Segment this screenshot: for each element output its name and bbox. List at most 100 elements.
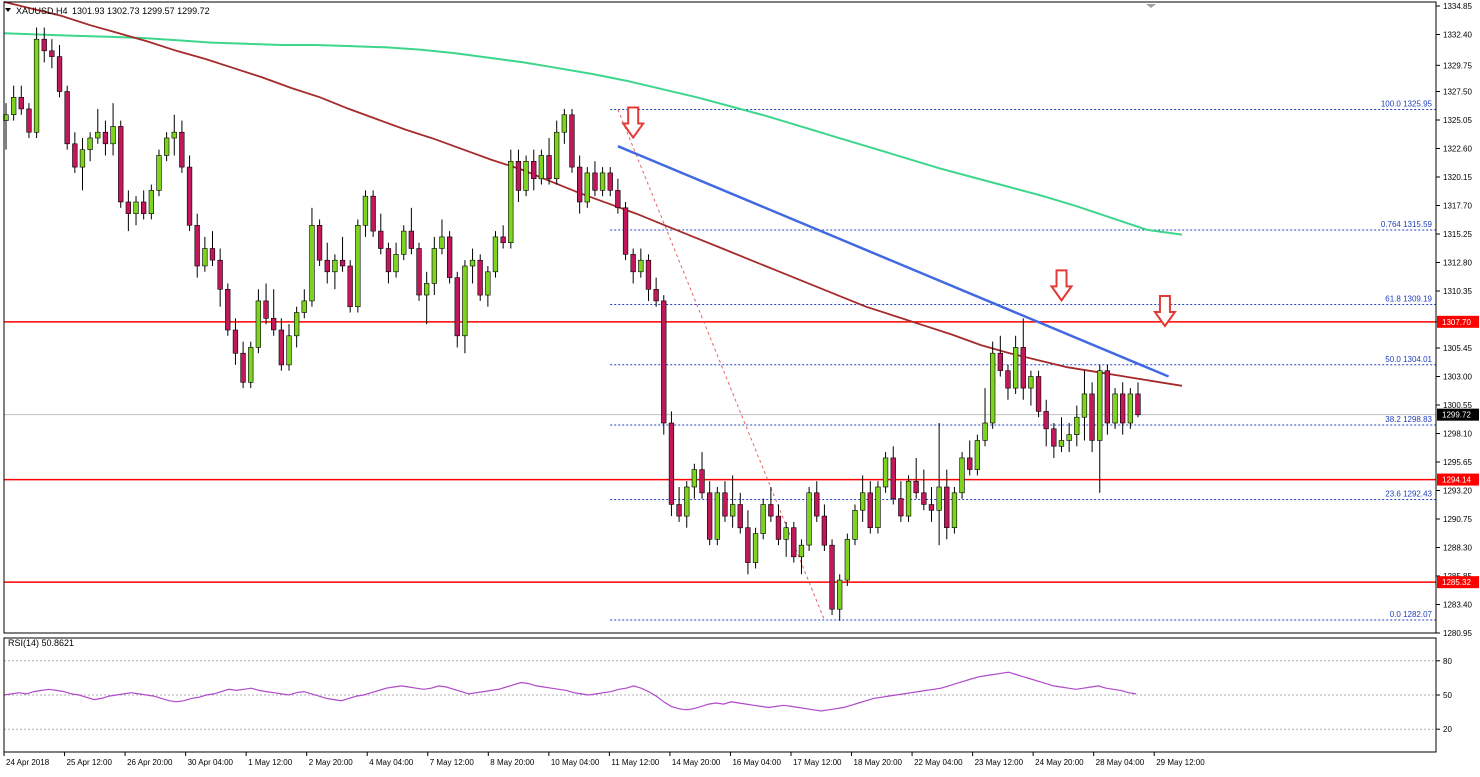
price-tick-label: 1334.85 bbox=[1443, 2, 1472, 11]
candle-body bbox=[814, 492, 820, 517]
candle bbox=[125, 190, 131, 232]
candle bbox=[179, 120, 185, 173]
candle-body bbox=[1020, 347, 1026, 389]
time-tick-label: 18 May 20:00 bbox=[854, 758, 903, 767]
time-tick-label: 28 May 04:00 bbox=[1096, 758, 1145, 767]
candle-body bbox=[630, 254, 636, 273]
time-tick-label: 23 May 12:00 bbox=[975, 758, 1024, 767]
candle bbox=[821, 504, 827, 551]
candle-body bbox=[607, 172, 613, 191]
candle bbox=[814, 481, 820, 522]
candle bbox=[599, 167, 606, 197]
candle bbox=[401, 225, 407, 261]
fib-level-label: 0.0 1282.07 bbox=[1390, 610, 1433, 619]
candle bbox=[791, 521, 797, 563]
candle bbox=[684, 481, 690, 528]
candle bbox=[630, 248, 636, 284]
price-panel-frame bbox=[3, 1, 1437, 634]
candle-body bbox=[982, 422, 988, 441]
candle-body bbox=[974, 440, 980, 470]
candle bbox=[944, 469, 950, 540]
symbol-label: XAUUSD,H4 bbox=[16, 6, 68, 16]
candle bbox=[64, 85, 70, 150]
candle bbox=[194, 213, 200, 278]
candle-body bbox=[1112, 393, 1118, 424]
sma-100-line bbox=[3, 1, 1183, 387]
candle bbox=[362, 190, 369, 237]
candle-body bbox=[309, 225, 315, 302]
candle bbox=[232, 318, 239, 365]
time-tick-label: 2 May 20:00 bbox=[309, 758, 354, 767]
level-price-badge bbox=[1437, 576, 1479, 589]
candle bbox=[921, 469, 927, 511]
candle-body bbox=[561, 114, 567, 133]
candle-body bbox=[278, 329, 284, 366]
candle-body bbox=[87, 137, 93, 150]
candle bbox=[164, 132, 170, 162]
candle-body bbox=[141, 201, 147, 214]
candle-body bbox=[921, 492, 927, 505]
candle bbox=[959, 452, 965, 499]
candle bbox=[33, 27, 40, 139]
time-tick-label: 1 May 12:00 bbox=[248, 758, 293, 767]
candle bbox=[209, 231, 216, 266]
candle bbox=[186, 155, 193, 232]
candle bbox=[844, 533, 850, 586]
candle-body bbox=[225, 288, 231, 331]
price-tick-label: 1325.05 bbox=[1443, 116, 1472, 125]
candle-body bbox=[1097, 370, 1103, 441]
candle bbox=[737, 492, 743, 534]
price-tick-label: 1329.75 bbox=[1443, 61, 1472, 70]
candle-body bbox=[905, 480, 912, 517]
candle bbox=[469, 248, 476, 284]
candle-body bbox=[653, 288, 659, 302]
candle-body bbox=[1051, 428, 1057, 447]
candle-body bbox=[959, 457, 965, 494]
fib-level-label: 0.764 1315.59 bbox=[1381, 220, 1433, 229]
candle bbox=[492, 231, 499, 278]
candle bbox=[286, 324, 292, 371]
candle bbox=[745, 510, 751, 575]
candle-body bbox=[378, 230, 384, 249]
candle-body bbox=[263, 300, 269, 319]
candle-body bbox=[584, 172, 590, 203]
candle bbox=[370, 190, 376, 237]
candle-body bbox=[33, 38, 40, 133]
candle-body bbox=[867, 492, 873, 528]
candle-body bbox=[844, 539, 850, 581]
candle bbox=[347, 260, 353, 313]
candle bbox=[118, 120, 124, 208]
candle bbox=[1104, 364, 1110, 435]
candle-body bbox=[408, 230, 414, 249]
candle bbox=[248, 341, 254, 389]
candle-body bbox=[775, 515, 782, 540]
candle-body bbox=[531, 161, 537, 180]
candle-body bbox=[102, 131, 109, 145]
candle bbox=[255, 289, 261, 354]
candle-body bbox=[248, 347, 254, 383]
candle-body bbox=[370, 195, 376, 232]
candle-body bbox=[875, 486, 881, 529]
candle-body bbox=[64, 91, 70, 145]
candle-body bbox=[164, 137, 170, 156]
candle-body bbox=[661, 300, 667, 424]
candle-body bbox=[1135, 393, 1141, 416]
candle bbox=[332, 254, 338, 290]
candle bbox=[110, 103, 116, 156]
candle-body bbox=[431, 248, 437, 284]
candle-body bbox=[737, 504, 743, 529]
candle bbox=[439, 219, 445, 255]
candle bbox=[1112, 388, 1118, 429]
candle-body bbox=[882, 457, 889, 488]
candle-body bbox=[148, 190, 154, 214]
candle bbox=[531, 149, 537, 191]
candle bbox=[546, 138, 552, 185]
candle bbox=[783, 521, 789, 557]
price-tick-label: 1315.25 bbox=[1443, 230, 1472, 239]
candle-body bbox=[217, 259, 223, 290]
candle-body bbox=[240, 352, 246, 383]
candle-body bbox=[362, 195, 369, 226]
candle bbox=[775, 504, 782, 546]
candle-body bbox=[783, 527, 789, 540]
